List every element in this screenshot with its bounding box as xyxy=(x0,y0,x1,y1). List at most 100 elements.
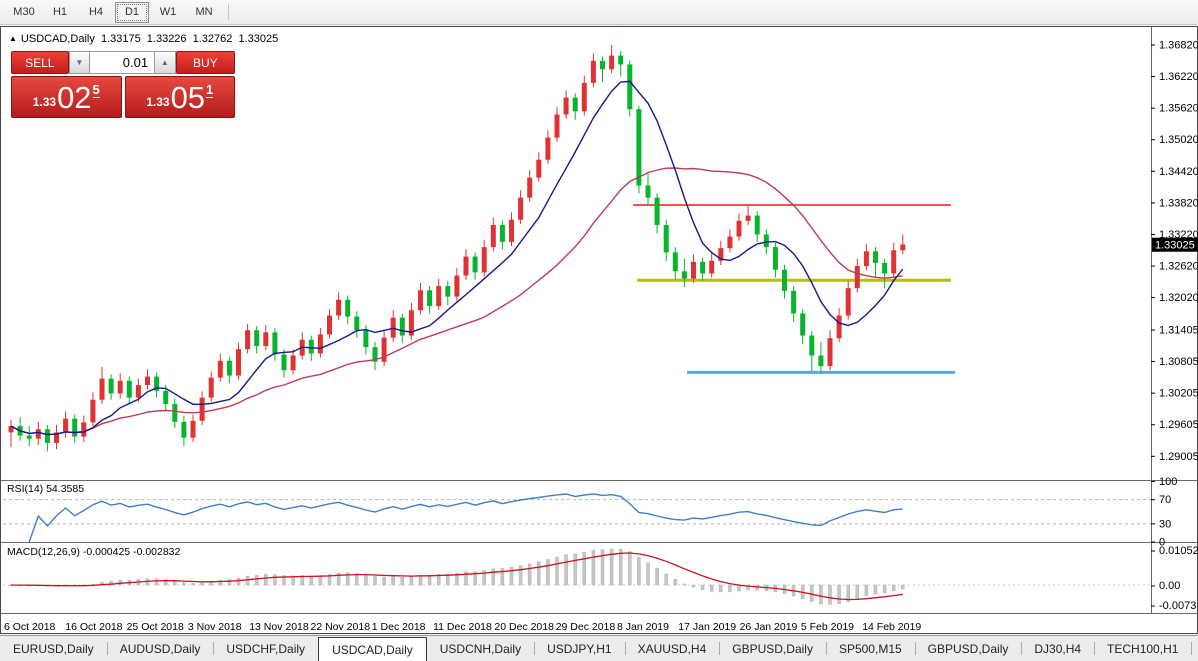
svg-text:1.36820: 1.36820 xyxy=(1159,40,1198,52)
svg-text:11 Dec 2018: 11 Dec 2018 xyxy=(433,621,492,633)
svg-text:1.29005: 1.29005 xyxy=(1159,451,1198,463)
rsi-line xyxy=(28,493,903,543)
svg-text:8 Jan 2019: 8 Jan 2019 xyxy=(617,621,669,633)
chart-window: 1.36820 1.36220 1.35620 1.35020 1.34420 1.338… xyxy=(0,26,1198,634)
svg-text:1.36220: 1.36220 xyxy=(1159,71,1198,83)
slow-ma-line xyxy=(10,167,903,436)
ohlc-low: 1.32762 xyxy=(192,33,233,45)
buy-button[interactable]: BUY xyxy=(175,51,236,74)
svg-text:0.00: 0.00 xyxy=(1159,580,1180,592)
chart-tab-usdjpy-h1[interactable]: USDJPY,H1 xyxy=(534,636,626,661)
svg-text:26 Jan 2019: 26 Jan 2019 xyxy=(740,621,798,633)
tab-separator xyxy=(624,642,626,655)
chart-tab-audusd-daily[interactable]: AUDUSD,Daily xyxy=(107,636,215,661)
ohlc-open: 1.33175 xyxy=(100,33,141,45)
timeframe-button-w1[interactable]: W1 xyxy=(159,6,177,18)
chart-tab-xauusd-h4[interactable]: XAUUSD,H4 xyxy=(625,636,721,661)
candlestick-series xyxy=(8,45,906,452)
svg-text:30: 30 xyxy=(1159,518,1171,530)
chart-tab-sp500-m15[interactable]: SP500,M15 xyxy=(826,636,916,661)
chart-tab-gbpusd-daily[interactable]: GBPUSD,Daily xyxy=(915,636,1023,661)
svg-text:16 Oct 2018: 16 Oct 2018 xyxy=(65,621,122,633)
tab-separator xyxy=(825,642,827,655)
chart-symbol-label: USDCAD,Daily xyxy=(20,33,95,45)
tab-separator xyxy=(106,642,108,655)
rsi-label: RSI(14) 54.3585 xyxy=(7,483,84,495)
svg-text:3 Nov 2018: 3 Nov 2018 xyxy=(188,621,242,633)
volume-decrease-button[interactable]: ▼ xyxy=(68,51,91,74)
svg-text:20 Dec 2018: 20 Dec 2018 xyxy=(494,621,554,633)
macd-signal-line xyxy=(10,552,903,601)
sell-button[interactable]: SELL xyxy=(11,51,69,74)
tab-separator xyxy=(213,642,215,655)
sell-price-pipette: 5 xyxy=(92,82,100,98)
chart-tab-eurusd-daily[interactable]: EURUSD,Daily xyxy=(0,636,108,661)
volume-input[interactable] xyxy=(90,51,155,74)
svg-text:1.31405: 1.31405 xyxy=(1159,325,1198,337)
svg-text:29 Dec 2018: 29 Dec 2018 xyxy=(556,621,616,633)
macd-label: MACD(12,26,9) -0.000425 -0.002832 xyxy=(7,546,181,558)
svg-text:1.30205: 1.30205 xyxy=(1159,388,1198,400)
svg-text:1.29605: 1.29605 xyxy=(1159,419,1198,431)
buy-price-big: 05 xyxy=(170,79,206,115)
svg-text:1.35020: 1.35020 xyxy=(1159,134,1198,146)
chart-tab-usdchf-daily[interactable]: USDCHF,Daily xyxy=(226,642,306,656)
buy-price-pipette: 1 xyxy=(206,82,214,98)
svg-text:1 Dec 2018: 1 Dec 2018 xyxy=(372,621,426,633)
ohlc-high: 1.33226 xyxy=(146,33,187,45)
chart-header: ▲ USDCAD,Daily 1.33175 1.33226 1.32762 1.… xyxy=(9,33,281,45)
buy-quote-panel[interactable]: 1.33 05 1 xyxy=(124,76,235,118)
svg-text:5 Feb 2019: 5 Feb 2019 xyxy=(801,621,854,633)
tab-separator xyxy=(914,642,916,655)
timeframe-button-d1[interactable]: D1 xyxy=(115,1,149,23)
tab-separator xyxy=(1094,642,1096,655)
chart-tab-gbpusd-daily[interactable]: GBPUSD,Daily xyxy=(719,636,827,661)
tab-separator xyxy=(1191,642,1193,655)
svg-text:13 Nov 2018: 13 Nov 2018 xyxy=(249,621,309,633)
chart-tab-tech100-h1[interactable]: TECH100,H1 xyxy=(1094,636,1193,661)
svg-text:0.010525: 0.010525 xyxy=(1159,545,1198,557)
svg-text:1.35620: 1.35620 xyxy=(1159,103,1198,115)
chart-tab-usdcad-daily[interactable]: USDCAD,Daily xyxy=(318,637,427,661)
macd-histogram xyxy=(9,548,905,605)
chart-plot-area[interactable]: 1.368201.362201.356201.350201.344201.338… xyxy=(1,27,1198,633)
chart-tab-usdcnh-daily[interactable]: USDCNH,Daily xyxy=(427,636,536,661)
svg-text:17 Jan 2019: 17 Jan 2019 xyxy=(678,621,736,633)
ohlc-close: 1.33025 xyxy=(238,33,279,45)
timeframe-button-h1[interactable]: H1 xyxy=(52,6,68,18)
svg-text:100: 100 xyxy=(1159,476,1177,488)
svg-text:-0.0073: -0.0073 xyxy=(1159,600,1196,612)
tab-separator xyxy=(534,642,536,655)
tab-separator xyxy=(719,642,721,655)
svg-text:1.32620: 1.32620 xyxy=(1159,261,1198,273)
timeframe-button-h4[interactable]: H4 xyxy=(88,6,104,18)
svg-text:0: 0 xyxy=(1159,537,1165,549)
svg-text:25 Oct 2018: 25 Oct 2018 xyxy=(127,621,184,633)
svg-text:22 Nov 2018: 22 Nov 2018 xyxy=(311,621,371,633)
sell-quote-panel[interactable]: 1.33 02 5 xyxy=(11,76,122,118)
svg-text:1.34420: 1.34420 xyxy=(1159,166,1198,178)
timeframe-button-mn[interactable]: MN xyxy=(195,6,213,18)
tab-separator xyxy=(1021,642,1023,655)
one-click-trading-panel: SELL ▼ ▲ BUY 1.33 02 5 1.33 05 1 xyxy=(11,51,236,118)
symbol-tab-bar: EURUSD,Daily AUDUSD,Daily USDCHF,Daily USDC… xyxy=(0,635,1198,661)
collapse-arrow-icon[interactable]: ▲ xyxy=(9,34,17,43)
chart-tab-dj30-h4[interactable]: DJ30,H4 xyxy=(1021,636,1096,661)
volume-increase-button[interactable]: ▲ xyxy=(154,51,176,74)
sell-price-big: 02 xyxy=(57,79,92,115)
sell-price-prefix: 1.33 xyxy=(32,95,57,109)
timeframe-toolbar: M30 H1 H4 D1 W1 MN xyxy=(0,0,1198,25)
svg-text:1.32020: 1.32020 xyxy=(1159,292,1198,304)
toolbar-separator xyxy=(228,4,229,20)
current-price-badge: 1.33025 xyxy=(1152,237,1198,252)
svg-text:14 Feb 2019: 14 Feb 2019 xyxy=(862,621,921,633)
svg-text:1.33025: 1.33025 xyxy=(1155,240,1195,252)
fast-ma-line xyxy=(10,80,904,436)
svg-text:1.33820: 1.33820 xyxy=(1159,197,1198,209)
svg-text:70: 70 xyxy=(1159,494,1171,506)
svg-text:6 Oct 2018: 6 Oct 2018 xyxy=(4,621,56,633)
svg-text:1.30805: 1.30805 xyxy=(1159,356,1198,368)
timeframe-button-m30[interactable]: M30 xyxy=(13,6,35,18)
buy-price-prefix: 1.33 xyxy=(146,95,170,109)
